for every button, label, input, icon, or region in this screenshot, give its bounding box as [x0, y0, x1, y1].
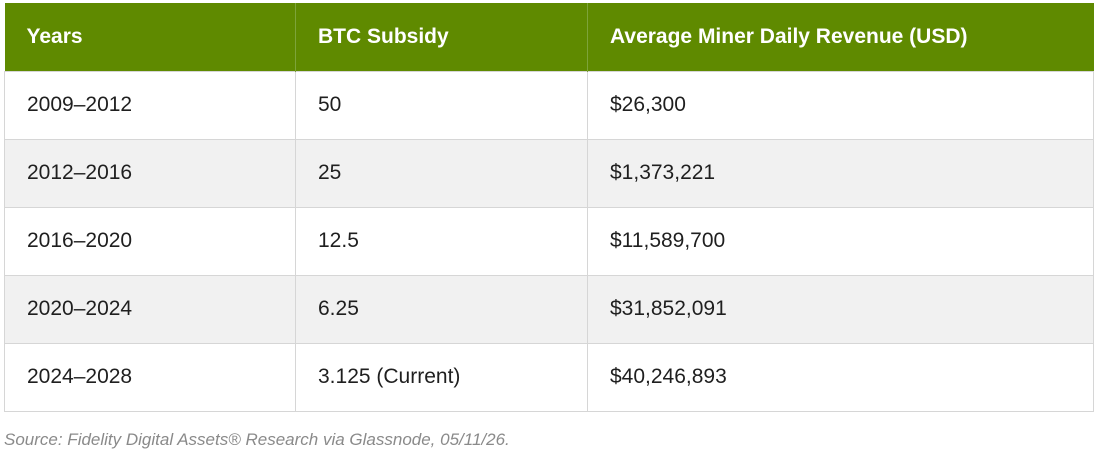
header-row: Years BTC Subsidy Average Miner Daily Re… [4, 3, 1094, 71]
source-note: Source: Fidelity Digital Assets® Researc… [4, 430, 510, 449]
revenue-cell: $26,300 [587, 70, 1094, 140]
table-row: 2012–2016 25 $1,373,221 [4, 138, 1094, 208]
subsidy-cell: 3.125 (Current) [295, 342, 588, 412]
revenue-table-container: Years BTC Subsidy Average Miner Daily Re… [4, 3, 1094, 412]
subsidy-cell: 50 [295, 70, 588, 140]
years-cell: 2016–2020 [4, 206, 296, 276]
years-cell: 2012–2016 [4, 138, 296, 208]
column-header-years: Years [26, 24, 83, 48]
table-body: 2009–2012 50 $26,300 2012–2016 25 $1,373… [4, 70, 1094, 412]
table-row: 2020–2024 6.25 $31,852,091 [4, 274, 1094, 344]
years-cell: 2024–2028 [4, 342, 296, 412]
years-cell: 2009–2012 [4, 70, 296, 140]
column-header-average-revenue: Average Miner Daily Revenue (USD) [587, 3, 1094, 71]
table-row: 2024–2028 3.125 (Current) $40,246,893 [4, 342, 1094, 412]
column-header-btc-subsidy: BTC Subsidy [295, 3, 588, 71]
table-header: Years BTC Subsidy Average Miner Daily Re… [4, 3, 1094, 71]
table-row: 2016–2020 12.5 $11,589,700 [4, 206, 1094, 276]
subsidy-cell: 25 [295, 138, 588, 208]
miner-revenue-table: Years BTC Subsidy Average Miner Daily Re… [4, 3, 1094, 412]
table-row: 2009–2012 50 $26,300 [4, 70, 1094, 140]
subsidy-cell: 12.5 [295, 206, 588, 276]
revenue-cell: $40,246,893 [587, 342, 1094, 412]
years-cell: 2020–2024 [4, 274, 296, 344]
revenue-cell: $31,852,091 [587, 274, 1094, 344]
subsidy-cell: 6.25 [295, 274, 588, 344]
revenue-cell: $11,589,700 [587, 206, 1094, 276]
revenue-cell: $1,373,221 [587, 138, 1094, 208]
